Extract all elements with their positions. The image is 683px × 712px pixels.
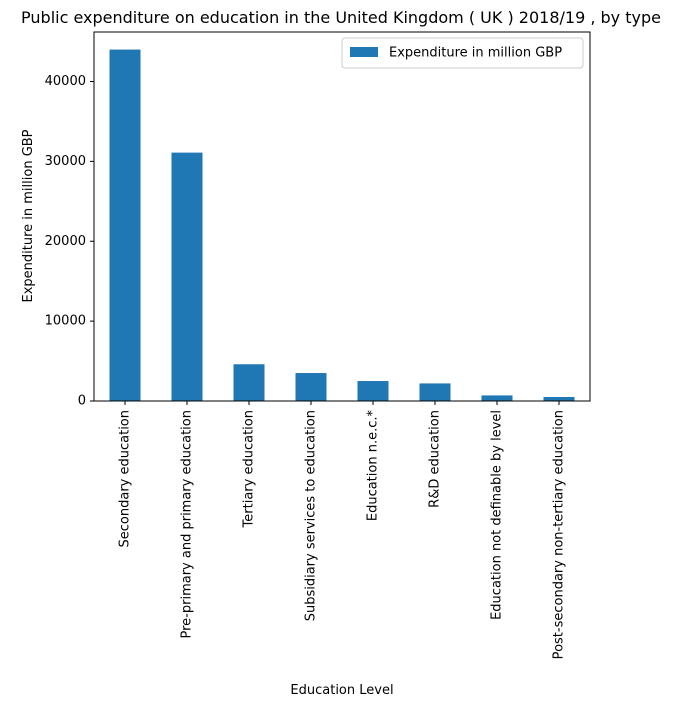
x-axis: Secondary education Pre-primary and prima… xyxy=(118,401,567,659)
y-tick-label: 0 xyxy=(78,394,86,409)
bar xyxy=(544,397,575,401)
y-tick-label: 20000 xyxy=(45,234,86,249)
x-tick-label: Pre-primary and primary education xyxy=(180,410,195,638)
x-tick-label: Subsidiary services to education xyxy=(304,410,319,621)
x-tick-label: Secondary education xyxy=(118,410,133,547)
x-tick-label: Education n.e.c.* xyxy=(366,410,381,522)
y-tick-label: 10000 xyxy=(45,314,86,329)
bar xyxy=(110,50,141,401)
plot-area xyxy=(94,32,590,401)
y-axis: 0 10000 20000 30000 40000 xyxy=(45,74,94,408)
chart-title: Public expenditure on education in the U… xyxy=(21,8,661,27)
legend: Expenditure in million GBP xyxy=(342,38,583,68)
y-axis-label: Expenditure in million GBP xyxy=(21,129,36,302)
x-tick-label: Education not definable by level xyxy=(490,410,505,620)
x-axis-label: Education Level xyxy=(290,683,393,698)
x-tick-label: Post-secondary non-tertiary education xyxy=(552,410,567,659)
bar xyxy=(358,381,389,401)
bar xyxy=(482,395,513,401)
x-tick-label: Tertiary education xyxy=(242,410,257,528)
y-tick-label: 30000 xyxy=(45,154,86,169)
bar xyxy=(296,373,327,401)
bar xyxy=(420,383,451,401)
y-tick-label: 40000 xyxy=(45,74,86,89)
legend-label: Expenditure in million GBP xyxy=(389,46,562,61)
x-tick-label: R&D education xyxy=(428,410,443,508)
bar xyxy=(172,153,203,401)
bar xyxy=(234,364,265,401)
legend-swatch xyxy=(350,47,378,57)
plot-frame xyxy=(94,32,590,401)
